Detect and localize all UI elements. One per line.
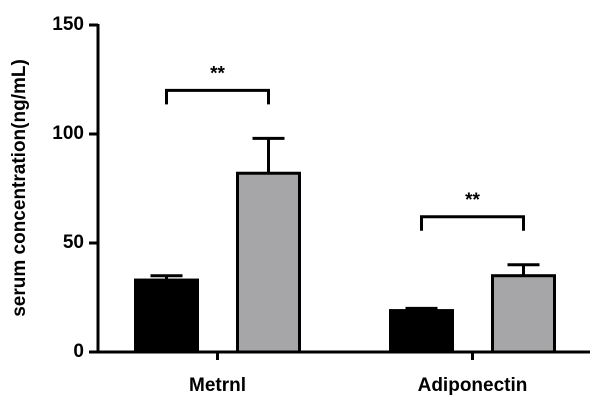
bar (236, 171, 301, 354)
significance-bracket (420, 215, 525, 231)
bar (389, 309, 454, 354)
y-tick-label: 50 (63, 232, 84, 253)
x-tick-label: Metrnl (189, 375, 246, 396)
significance-label: ** (210, 63, 225, 84)
significance-label: ** (465, 190, 480, 211)
x-tick-label: Adiponectin (418, 375, 528, 396)
y-tick-label: 150 (52, 14, 84, 35)
y-tick-label: 0 (73, 341, 84, 362)
bar (134, 278, 199, 354)
y-tick-label: 100 (52, 123, 84, 144)
y-axis-label: serum concentration(ng/mL) (9, 59, 30, 317)
bar (491, 274, 556, 354)
significance-bracket (165, 88, 270, 105)
